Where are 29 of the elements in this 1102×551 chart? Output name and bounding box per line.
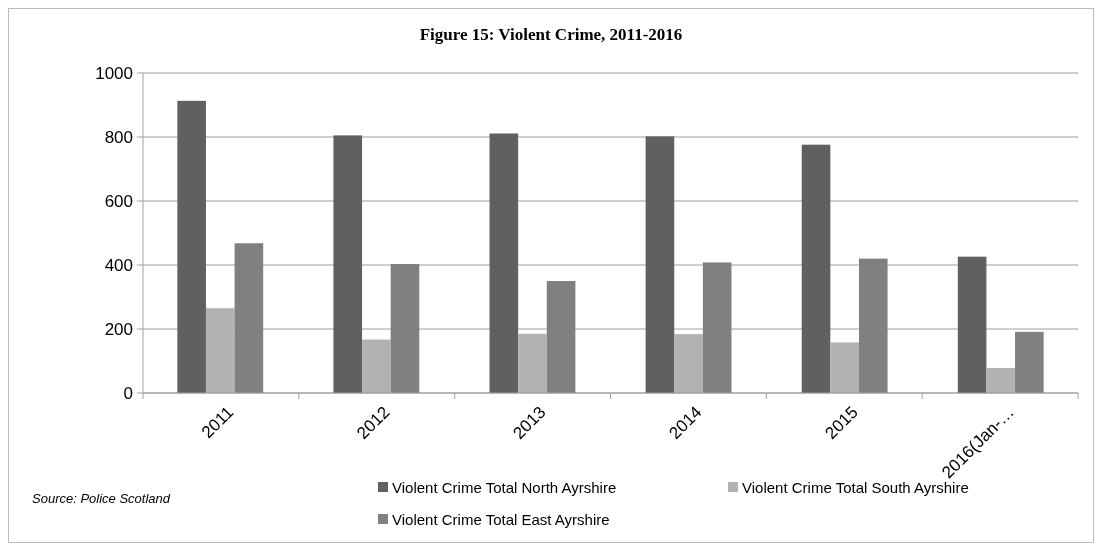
source-note: Source: Police Scotland xyxy=(32,491,171,506)
bar xyxy=(702,262,732,393)
bar xyxy=(546,281,576,393)
bar xyxy=(986,368,1016,393)
bar xyxy=(390,264,420,393)
bar xyxy=(858,258,888,393)
bar xyxy=(830,342,859,393)
y-tick-label: 400 xyxy=(104,255,133,275)
y-tick-label: 1000 xyxy=(95,63,133,83)
legend-label: Violent Crime Total East Ayrshire xyxy=(392,511,610,529)
bar xyxy=(362,339,391,393)
bar xyxy=(333,135,363,393)
y-tick-label: 800 xyxy=(104,127,133,147)
bar xyxy=(957,256,987,393)
bar xyxy=(177,100,206,393)
bar xyxy=(489,133,519,393)
bar xyxy=(234,243,264,393)
bar xyxy=(1015,331,1044,393)
bar xyxy=(801,144,831,393)
bar xyxy=(674,334,703,393)
legend-label: Violent Crime Total North Ayrshire xyxy=(392,479,617,497)
y-tick-label: 0 xyxy=(123,383,133,403)
y-tick-label: 200 xyxy=(104,319,133,339)
bar xyxy=(205,308,235,393)
y-tick-label: 600 xyxy=(104,191,133,211)
chart-title: Figure 15: Violent Crime, 2011-2016 xyxy=(419,25,683,44)
legend-label: Violent Crime Total South Ayrshire xyxy=(742,479,969,497)
bar xyxy=(518,333,547,393)
bar xyxy=(645,136,675,393)
